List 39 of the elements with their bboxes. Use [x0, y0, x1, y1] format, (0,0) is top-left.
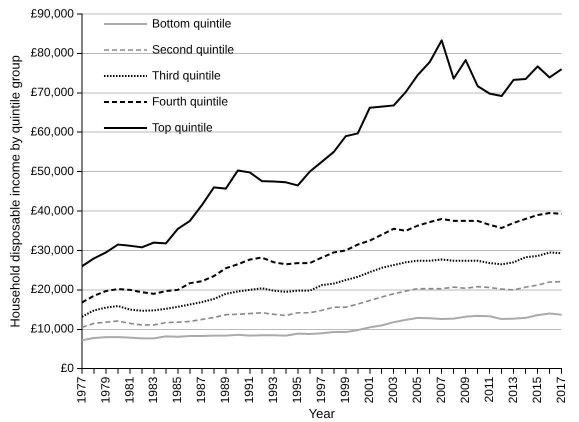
x-tick-label: 1999 [338, 376, 352, 404]
x-tick-label: 2003 [386, 376, 400, 404]
y-tick-label: £30,000 [30, 242, 74, 257]
x-tick-label: 2013 [506, 376, 520, 404]
legend-label: Top quintile [152, 120, 214, 134]
y-tick-label: £80,000 [30, 46, 74, 60]
x-tick-label: 2015 [530, 376, 544, 404]
y-tick-label: £50,000 [30, 164, 74, 178]
x-tick-label: 1995 [290, 376, 304, 404]
x-tick-label: 1993 [266, 376, 280, 404]
y-tick-label: £90,000 [30, 6, 74, 20]
y-tick-label: £40,000 [30, 203, 74, 218]
x-tick-label: 2005 [410, 376, 424, 404]
y-axis-title: Household disposable income by quintile group [7, 55, 22, 328]
y-tick-label: £10,000 [30, 322, 74, 336]
x-tick-label: 1977 [74, 376, 88, 404]
x-tick-label: 1981 [122, 376, 136, 404]
legend-label: Third quintile [152, 68, 222, 82]
x-tick-label: 2001 [362, 376, 376, 404]
x-tick-label: 1985 [170, 376, 184, 404]
y-tick-label: £60,000 [30, 124, 74, 139]
x-tick-label: 2009 [458, 376, 472, 404]
x-tick-label: 1979 [98, 376, 112, 404]
x-tick-label: 2017 [554, 376, 568, 404]
legend-label: Fourth quintile [152, 94, 228, 108]
x-tick-label: 1989 [218, 376, 232, 404]
y-tick-label: £20,000 [30, 282, 74, 296]
x-tick-label: 1987 [194, 376, 208, 404]
legend-label: Bottom quintile [152, 16, 232, 30]
y-tick-label: £0 [60, 361, 74, 376]
x-tick-label: 1991 [242, 376, 256, 404]
y-tick-label: £70,000 [30, 85, 74, 100]
legend-label: Second quintile [152, 42, 234, 56]
x-tick-label: 2011 [482, 376, 496, 403]
x-tick-label: 1997 [314, 376, 328, 404]
line-series [81, 280, 562, 328]
x-axis-title: Year [308, 406, 336, 421]
x-tick-label: 1983 [146, 376, 160, 404]
x-tick-label: 2007 [434, 376, 448, 404]
